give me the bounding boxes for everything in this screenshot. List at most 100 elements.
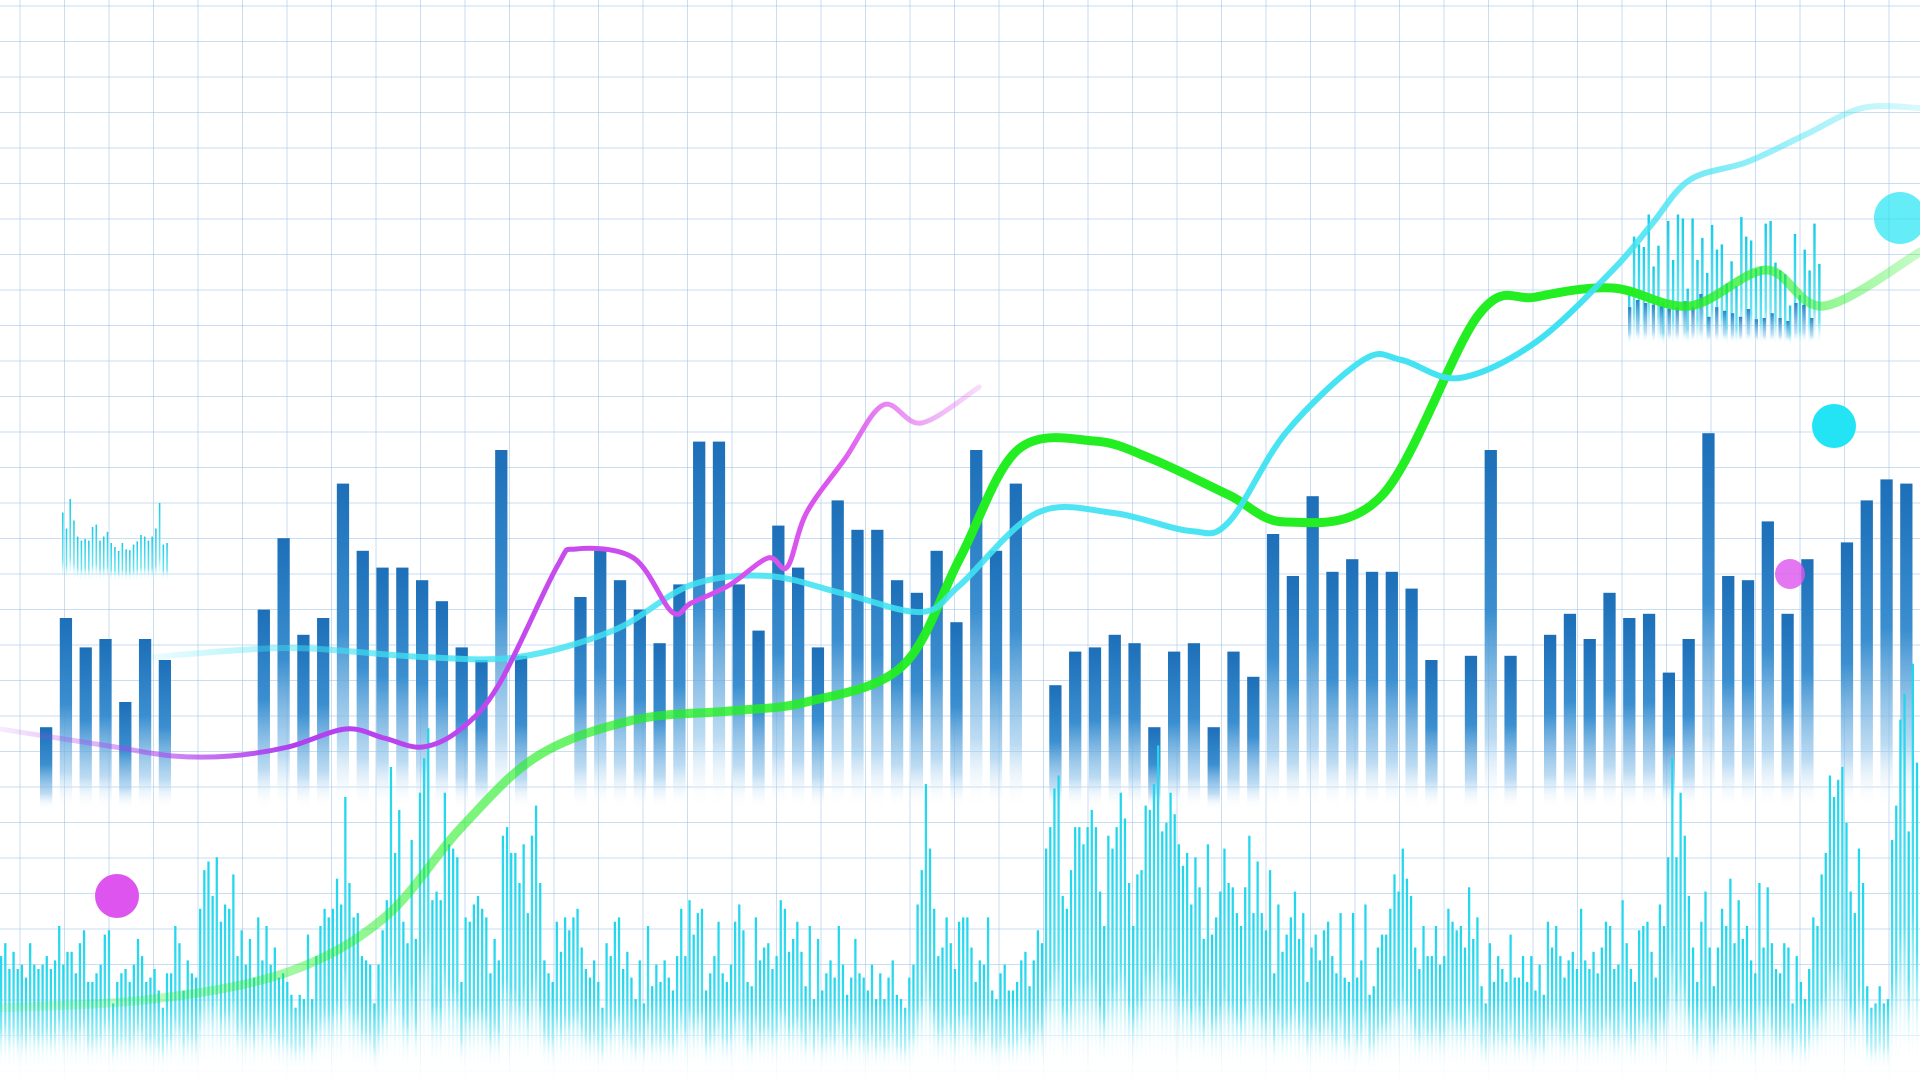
main-bar [396, 567, 409, 810]
main-bar [1187, 643, 1201, 810]
top-right-bar [1774, 262, 1777, 346]
bottom-bar [1061, 895, 1064, 1077]
bottom-bar [1604, 921, 1608, 1077]
bottom-bar [1252, 913, 1255, 1077]
main-bar [732, 584, 745, 810]
main-bar [1326, 571, 1339, 810]
top-right-dark-bar [1715, 307, 1719, 342]
main-bar [693, 441, 706, 810]
main-bar [613, 580, 627, 810]
bottom-bar [402, 921, 405, 1077]
bottom-bar [344, 797, 347, 1077]
bottom-bar [1837, 779, 1840, 1077]
main-bar [1207, 727, 1220, 810]
bottom-bar [1136, 874, 1139, 1077]
bottom-bar [464, 917, 467, 1077]
main-bar [1088, 647, 1102, 810]
top-right-dark-bar [1802, 304, 1806, 342]
main-bar [376, 567, 389, 810]
bottom-bar [1861, 883, 1865, 1077]
top-left-bar [91, 527, 94, 581]
top-right-dark-bar [1628, 307, 1632, 342]
bottom-bar [688, 900, 691, 1077]
bottom-bar [1231, 887, 1234, 1077]
bottom-bar [456, 857, 459, 1077]
top-right-dark-bar [1667, 309, 1671, 342]
bottom-bar [501, 835, 505, 1077]
bottom-bar [468, 921, 471, 1077]
bottom-bar [443, 792, 446, 1077]
bottom-bar [1289, 917, 1292, 1077]
main-bar [297, 634, 310, 810]
bottom-bar [1911, 663, 1914, 1077]
bottom-bar [431, 900, 434, 1077]
bottom-bar [1268, 870, 1272, 1077]
bottom-bar [1045, 848, 1048, 1077]
bottom-bar [389, 766, 393, 1077]
top-left-bar [99, 540, 101, 581]
main-bar [574, 597, 587, 810]
top-right-dark-bar [1675, 307, 1679, 342]
main-bar [1069, 651, 1082, 810]
bottom-bar [323, 908, 326, 1077]
main-bar [514, 655, 528, 810]
top-right-bar [1676, 214, 1680, 346]
main-bar [495, 450, 508, 810]
bottom-bar [1828, 775, 1832, 1077]
bottom-bar [1065, 908, 1069, 1077]
bottom-bar [1215, 917, 1218, 1077]
bottom-bar [1476, 917, 1479, 1077]
main-bar [158, 660, 172, 810]
bottom-bar [1098, 891, 1102, 1077]
bottom-bar [1351, 913, 1355, 1077]
bottom-bar [1729, 878, 1732, 1077]
bottom-bar [1890, 840, 1894, 1077]
bottom-bar [696, 913, 699, 1077]
bottom-bar [1737, 900, 1740, 1077]
top-right-dark-bar [1730, 313, 1735, 342]
bottom-bar [734, 921, 737, 1077]
main-bar [989, 550, 1003, 810]
main-bar [752, 630, 765, 810]
bottom-bar [738, 904, 741, 1077]
top-left-bar [62, 512, 64, 581]
main-bar [1603, 592, 1616, 810]
main-bar [851, 529, 864, 810]
bottom-bar [539, 883, 542, 1077]
main-bar [257, 609, 270, 810]
top-right-dark-bar [1746, 309, 1751, 342]
main-bar [1682, 639, 1695, 810]
bottom-bar [1389, 908, 1392, 1077]
bottom-bar [472, 904, 476, 1077]
bottom-bar [1144, 805, 1147, 1077]
bottom-bar [518, 883, 521, 1077]
top-left-bar [65, 528, 68, 581]
bottom-bar [522, 844, 525, 1077]
bottom-bar [534, 805, 538, 1077]
bottom-bar [1115, 827, 1118, 1077]
top-left-bar [102, 536, 105, 581]
top-right-dark-bar [1643, 303, 1648, 342]
bottom-bar [526, 913, 529, 1077]
bottom-bar [1832, 797, 1836, 1077]
main-bar [1425, 660, 1438, 810]
bottom-bar [1090, 809, 1093, 1077]
bottom-bar [435, 891, 438, 1077]
main-bar [1484, 450, 1497, 810]
bottom-bar [928, 848, 932, 1077]
bottom-bar [1161, 831, 1164, 1077]
bottom-bar [356, 913, 359, 1077]
bottom-bar [232, 874, 235, 1077]
bottom-bar [1364, 904, 1367, 1077]
bottom-bar [215, 857, 218, 1077]
bottom-bar [1899, 719, 1902, 1077]
main-bar [950, 622, 963, 810]
bottom-bar [945, 917, 948, 1077]
main-bar [1583, 639, 1596, 810]
bottom-bar [1397, 891, 1400, 1077]
bottom-bar [1405, 878, 1409, 1077]
top-right-dark-bar [1651, 304, 1656, 342]
line-series [0, 103, 1920, 1013]
top-left-bar [151, 536, 153, 581]
